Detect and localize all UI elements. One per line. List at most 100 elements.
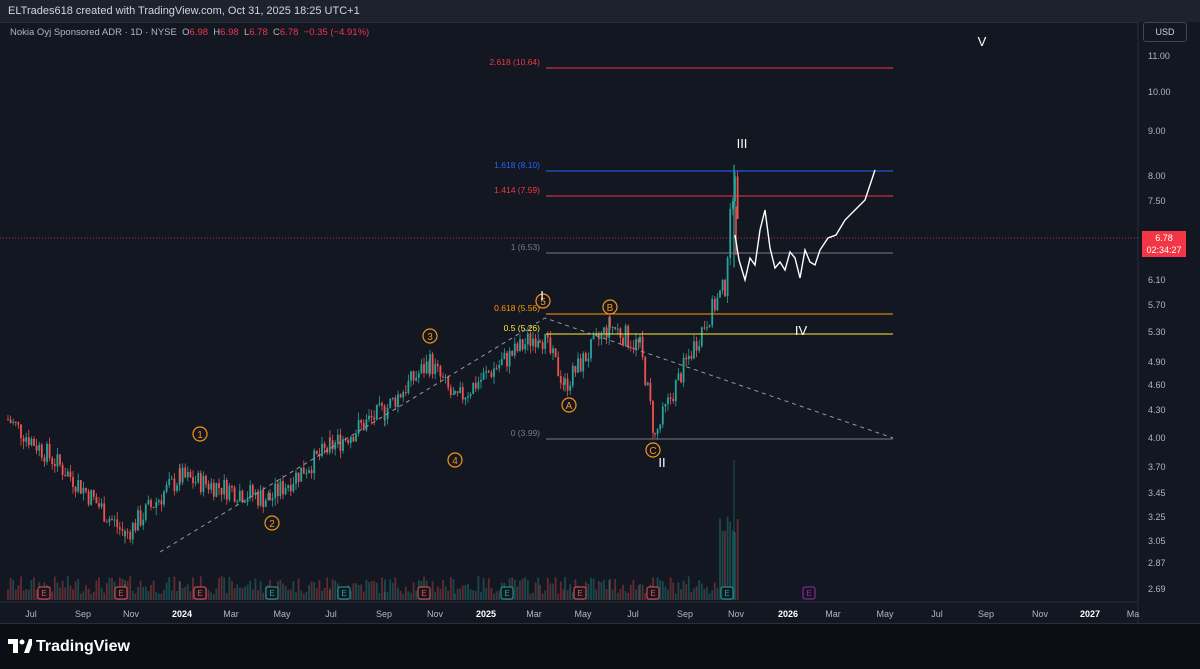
candle-body: [619, 328, 622, 338]
wave-primary-v: V: [978, 34, 987, 49]
candle-body: [308, 470, 310, 473]
fib-level-label: 0.618 (5.56): [494, 303, 540, 313]
candle-body: [22, 438, 25, 442]
candle-body: [165, 485, 168, 492]
candle-body: [181, 467, 184, 483]
candle-body: [274, 483, 277, 499]
time-axis-label: Jul: [627, 609, 639, 619]
volume-bar: [552, 583, 554, 600]
volume-bar: [667, 589, 669, 600]
earnings-marker-icon[interactable]: [114, 586, 128, 600]
candle-body: [305, 472, 308, 474]
earnings-marker-icon[interactable]: [37, 586, 51, 600]
volume-bar: [513, 579, 516, 600]
volume-bar: [431, 581, 434, 600]
candle-body: [397, 394, 399, 407]
volume-bar: [456, 588, 459, 600]
tradingview-logo-icon[interactable]: [8, 639, 32, 653]
volume-bar: [495, 591, 498, 600]
earnings-marker-icon[interactable]: [720, 586, 734, 600]
candle-body: [313, 450, 316, 474]
candle-body: [508, 350, 511, 367]
candle-body: [297, 472, 300, 482]
candle-body: [495, 368, 498, 370]
candle-body: [526, 333, 529, 345]
candle-body: [225, 480, 228, 500]
volume-bar: [482, 578, 485, 600]
high-value: 6.98: [220, 27, 239, 38]
candle-body: [199, 472, 202, 493]
candle-body: [546, 333, 549, 338]
symbol-name[interactable]: Nokia Oyj Sponsored ADR · 1D · NYSE: [10, 27, 177, 38]
candle-body: [485, 371, 488, 373]
earnings-marker-icon[interactable]: [802, 586, 816, 600]
wave-b-circle[interactable]: [602, 299, 618, 315]
time-axis-label: Jul: [25, 609, 37, 619]
volume-bar: [519, 580, 521, 600]
earnings-marker-icon[interactable]: [573, 586, 587, 600]
wave-5-circle[interactable]: [535, 293, 551, 309]
volume-bar: [544, 590, 547, 600]
candle-body: [33, 438, 35, 446]
volume-bar: [639, 583, 641, 600]
currency-button[interactable]: USD: [1143, 22, 1187, 42]
volume-bar: [14, 589, 17, 600]
volume-bar: [736, 518, 739, 600]
candle-body: [267, 493, 270, 501]
volume-bar: [329, 590, 331, 600]
candle-body: [644, 356, 647, 386]
candle-body: [228, 485, 231, 500]
candle-body: [721, 280, 724, 291]
earnings-marker-icon[interactable]: [417, 586, 431, 600]
candle-body: [442, 376, 444, 378]
wave-a-circle[interactable]: [561, 397, 577, 413]
volume-bar: [95, 580, 98, 600]
wave-2-circle[interactable]: [264, 515, 280, 531]
volume-bar: [331, 579, 334, 600]
price-tick-label: 4.90: [1148, 357, 1166, 367]
time-axis-label: Nov: [1032, 609, 1049, 619]
candle-body: [434, 363, 437, 375]
volume-bar: [389, 579, 392, 600]
volume-bar: [713, 582, 716, 600]
wave-1-circle[interactable]: [192, 426, 208, 442]
price-tick-label: 8.00: [1148, 171, 1166, 181]
volume-bar: [357, 584, 360, 600]
symbol-legend[interactable]: Nokia Oyj Sponsored ADR · 1D · NYSE O6.9…: [10, 27, 369, 38]
candle-body: [352, 436, 355, 442]
volume-bar: [734, 532, 736, 600]
candle-body: [238, 490, 241, 502]
candle-body: [690, 355, 693, 359]
candle-body: [310, 470, 313, 474]
time-axis-label: Nov: [123, 609, 140, 619]
trend-dashed-line[interactable]: [159, 317, 894, 553]
candle-body: [724, 280, 726, 297]
candle-body: [20, 424, 22, 439]
volume-bar: [685, 584, 688, 600]
volume-bar: [529, 593, 532, 600]
fib-levels[interactable]: 2.618 (10.64) 1.618 (8.10) 1.414 (7.59) 1 (…: [489, 57, 893, 440]
volume-bar: [302, 593, 305, 600]
candle-body: [381, 403, 383, 406]
candle-body: [168, 479, 171, 486]
wave-4-circle[interactable]: [447, 452, 463, 468]
wave-c-circle[interactable]: [645, 442, 661, 458]
earnings-marker-icon[interactable]: [500, 586, 514, 600]
earnings-marker-icon[interactable]: [193, 586, 207, 600]
wave-projection-path[interactable]: [734, 169, 876, 283]
price-scale-bg[interactable]: [1138, 22, 1200, 623]
candle-body: [708, 325, 711, 328]
earnings-marker-icon[interactable]: [337, 586, 351, 600]
volume-bar: [77, 579, 80, 600]
wave-3-circle[interactable]: [422, 328, 438, 344]
volume-bar: [627, 592, 630, 600]
tradingview-brand[interactable]: TradingView: [36, 638, 130, 655]
earnings-marker-icon[interactable]: [646, 586, 660, 600]
volume-bar: [326, 577, 329, 600]
candle-body: [207, 484, 210, 490]
candle-body: [321, 443, 323, 457]
earnings-marker-icon[interactable]: [265, 586, 279, 600]
volume-bar: [9, 578, 12, 600]
